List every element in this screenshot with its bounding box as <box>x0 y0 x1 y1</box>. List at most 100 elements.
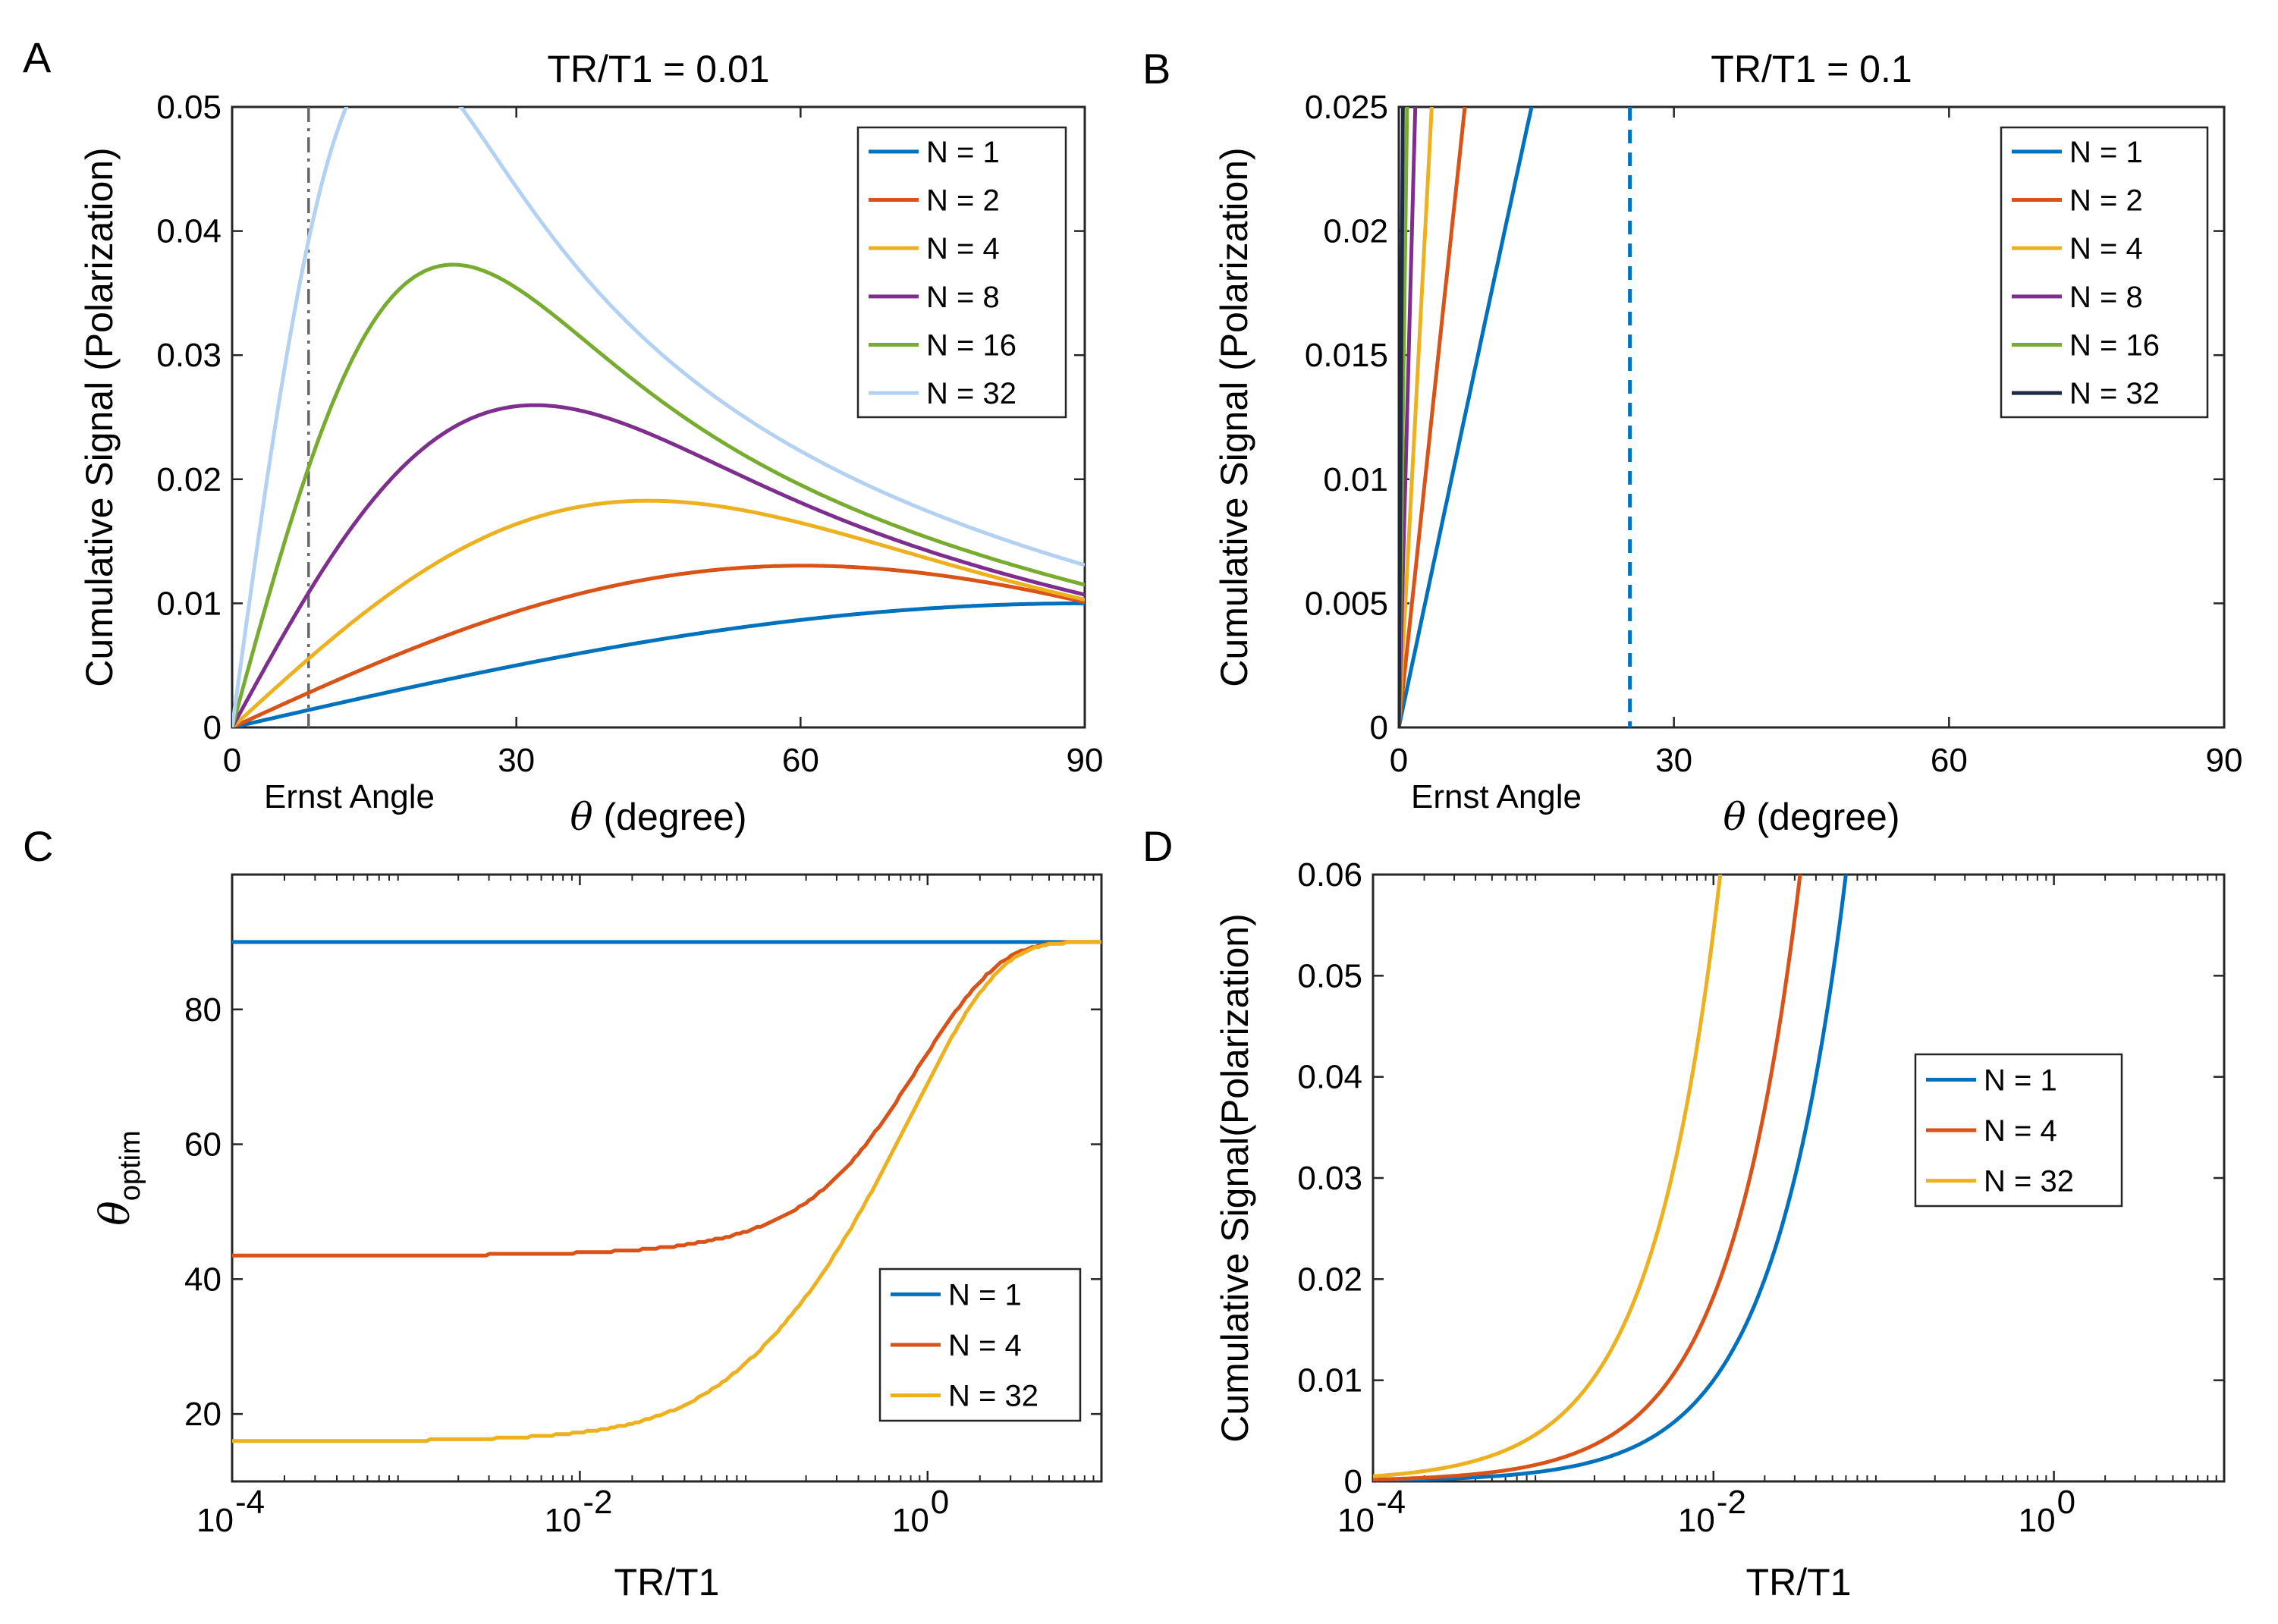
x-tick-base: 10 <box>196 1502 234 1539</box>
chart-title: TR/T1 = 0.1 <box>1711 48 1912 90</box>
series-line-n4 <box>232 940 1101 1258</box>
series-line-n32 <box>232 107 1085 727</box>
y-tick-label: 0.05 <box>156 89 222 126</box>
legend-entry: N = 4 <box>926 232 1000 265</box>
x-tick-base: 10 <box>2019 1502 2056 1539</box>
panel-letter: D <box>1142 822 1173 870</box>
legend-entry: N = 32 <box>948 1380 1038 1413</box>
x-tick-label: 10 -2 <box>544 1484 612 1539</box>
legend-entry: N = 8 <box>926 281 1000 314</box>
y-axis-label: θoptim <box>91 1130 146 1225</box>
legend-entry: N = 1 <box>926 136 1000 169</box>
y-axis-label: Cumulative Signal(Polarization) <box>1214 913 1256 1443</box>
x-tick-label: 60 <box>1931 742 1968 779</box>
y-tick-label: 0.01 <box>1323 461 1388 498</box>
legend-entry: N = 16 <box>926 329 1016 363</box>
x-tick-exponent: -4 <box>235 1484 265 1521</box>
x-tick-label: 10 0 <box>2019 1484 2075 1539</box>
x-tick-base: 10 <box>1678 1502 1715 1539</box>
legend-entry: N = 2 <box>2069 184 2143 218</box>
legend-entry: N = 32 <box>1984 1165 2074 1198</box>
legend: N = 1 N = 2 N = 4 N = 8 N = 16 N = 32 <box>856 126 1067 419</box>
y-tick-label: 0.06 <box>1297 856 1362 894</box>
x-axis-label-text: (degree) <box>1746 796 1900 838</box>
series-line-n8 <box>232 403 1085 727</box>
panel-b: B TR/T1 = 0.1 0 0.005 0.01 0.015 0.02 0.025 0 30 6… <box>1142 45 2243 839</box>
series-line-n32 <box>232 940 1101 1443</box>
x-tick-label: 60 <box>782 742 819 779</box>
x-tick-exponent: 0 <box>2057 1484 2075 1521</box>
ernst-angle-label: Ernst Angle <box>1411 778 1582 815</box>
legend-entry: N = 16 <box>2069 329 2160 363</box>
series-line-n1 <box>1373 875 1848 1481</box>
legend: N = 1 N = 2 N = 4 N = 8 N = 16 N = 32 <box>2000 126 2209 419</box>
series-group <box>232 107 1085 727</box>
x-tick-label: 90 <box>2206 742 2243 779</box>
x-tick-base: 10 <box>892 1502 929 1539</box>
ernst-angle-label: Ernst Angle <box>264 778 435 815</box>
x-axis-label-text: (degree) <box>593 796 747 838</box>
x-tick-exponent: -4 <box>1376 1484 1406 1521</box>
y-axis-label: Cumulative Signal (Polarization) <box>1213 147 1255 686</box>
y-tick-label: 0.03 <box>1297 1160 1362 1197</box>
x-axis-symbol: θ <box>1723 795 1746 839</box>
legend-entry: N = 4 <box>2069 232 2143 265</box>
x-tick-exponent: -2 <box>583 1484 612 1521</box>
panel-letter: C <box>23 822 53 870</box>
series-line-n4 <box>1373 875 1802 1481</box>
x-tick-label: 30 <box>498 742 535 779</box>
y-tick-label: 0.04 <box>156 213 222 250</box>
y-tick-label: 0.03 <box>156 337 222 374</box>
legend-entry: N = 1 <box>948 1278 1022 1311</box>
panel-a: A TR/T1 = 0.01 0 0.01 0.02 0.03 0.04 0.05 0 30 60 9… <box>23 33 1103 839</box>
legend: N = 1 N = 4 N = 32 <box>878 1267 1082 1422</box>
chart-title: TR/T1 = 0.01 <box>547 48 769 90</box>
legend: N = 1 N = 4 N = 32 <box>1914 1053 2123 1208</box>
y-axis-subscript: optim <box>115 1130 146 1201</box>
x-axis-label: TR/T1 <box>1746 1561 1852 1604</box>
series-line-n2 <box>232 564 1085 727</box>
legend-entry: N = 32 <box>926 377 1016 410</box>
y-axis-symbol: θ <box>91 1201 139 1226</box>
panel-letter: B <box>1142 45 1170 93</box>
legend-entry: N = 32 <box>2069 377 2160 410</box>
x-tick-label: 10 0 <box>892 1484 949 1539</box>
x-tick-label: 10 -4 <box>196 1484 265 1539</box>
y-tick-label: 0.02 <box>1297 1261 1362 1298</box>
series-group <box>1399 107 1632 727</box>
x-tick-label: 0 <box>223 742 241 779</box>
y-tick-label: 0.04 <box>1297 1059 1362 1096</box>
y-tick-label: 60 <box>184 1126 222 1164</box>
legend-entry: N = 8 <box>2069 281 2143 314</box>
legend-entry: N = 1 <box>1984 1063 2057 1097</box>
series-group <box>1373 875 2224 1481</box>
x-axis-symbol: θ <box>570 795 593 839</box>
legend-entry: N = 4 <box>1984 1114 2057 1148</box>
y-tick-label: 40 <box>184 1261 222 1298</box>
x-axis-label: θ (degree) <box>570 795 747 839</box>
y-tick-label: 0.005 <box>1305 585 1388 622</box>
x-tick-exponent: 0 <box>931 1484 949 1521</box>
legend-entry: N = 1 <box>2069 136 2143 169</box>
y-tick-label: 0.015 <box>1305 337 1388 374</box>
y-tick-label: 80 <box>184 991 222 1029</box>
y-tick-label: 0.02 <box>1323 213 1388 250</box>
x-axis-label: TR/T1 <box>614 1561 720 1604</box>
x-tick-label: 90 <box>1067 742 1104 779</box>
y-tick-label: 0 <box>1370 709 1388 746</box>
x-tick-base: 10 <box>544 1502 581 1539</box>
series-line-n1 <box>232 601 1085 727</box>
panel-letter: A <box>23 33 52 81</box>
y-tick-label: 20 <box>184 1396 222 1433</box>
x-tick-label: 10 -2 <box>1678 1484 1746 1539</box>
legend-entry: N = 2 <box>926 184 1000 218</box>
x-axis-label: θ (degree) <box>1723 795 1900 839</box>
x-tick-label: 10 -4 <box>1337 1484 1406 1539</box>
x-tick-base: 10 <box>1337 1502 1375 1539</box>
legend-box <box>2000 126 2209 419</box>
y-tick-label: 0 <box>1344 1463 1362 1500</box>
y-tick-label: 0 <box>203 709 222 746</box>
x-tick-label: 0 <box>1390 742 1408 779</box>
